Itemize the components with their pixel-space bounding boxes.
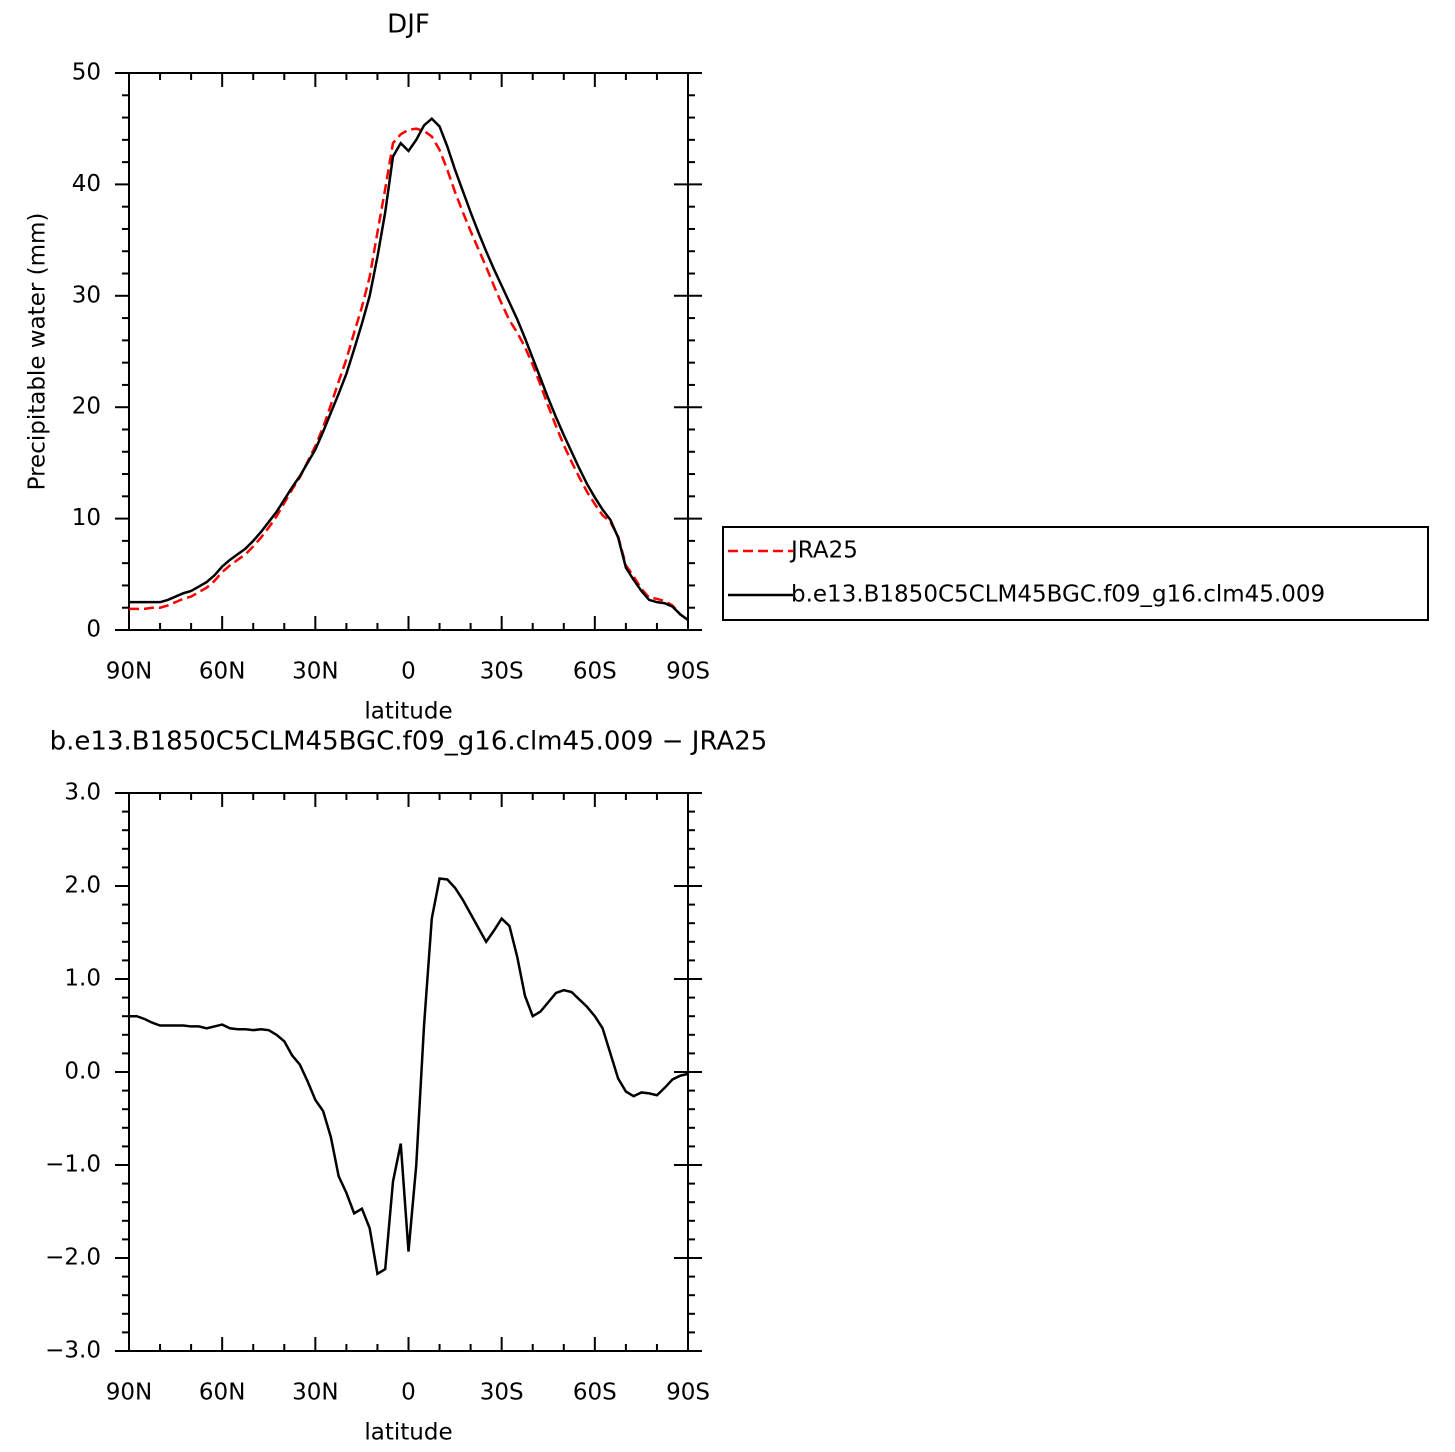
x-axis-label: latitude xyxy=(364,1420,452,1446)
x-tick-label: 90S xyxy=(666,1380,710,1406)
y-tick-label: 0 xyxy=(86,617,101,643)
y-tick-label: 40 xyxy=(72,171,101,197)
legend-label: b.e13.B1850C5CLM45BGC.f09_g16.clm45.009 xyxy=(791,582,1325,608)
x-axis-label: latitude xyxy=(364,699,452,725)
x-tick-label: 0 xyxy=(401,1380,416,1406)
data-line xyxy=(129,116,689,621)
y-tick-label: 30 xyxy=(72,282,101,308)
y-tick-label: 3.0 xyxy=(64,780,101,806)
x-tick-label: 30N xyxy=(292,659,338,685)
plot-frame xyxy=(128,792,689,1352)
data-line xyxy=(129,127,689,621)
x-tick-label: 90N xyxy=(106,659,152,685)
x-tick-label: 30S xyxy=(480,1380,524,1406)
x-tick-label: 0 xyxy=(401,659,416,685)
x-tick-label: 60N xyxy=(199,659,245,685)
x-tick-label: 30S xyxy=(480,659,524,685)
y-tick-label: 10 xyxy=(72,505,101,531)
x-tick-label: 60N xyxy=(199,1380,245,1406)
x-tick-label: 30N xyxy=(292,1380,338,1406)
y-tick-label: 1.0 xyxy=(64,966,101,992)
plot-frame xyxy=(128,72,689,631)
chart-title: b.e13.B1850C5CLM45BGC.f09_g16.clm45.009 … xyxy=(50,727,768,757)
y-tick-label: 20 xyxy=(72,394,101,420)
y-tick-label: 0.0 xyxy=(64,1059,101,1085)
x-tick-label: 90N xyxy=(106,1380,152,1406)
y-tick-label: −3.0 xyxy=(45,1338,101,1364)
data-line xyxy=(129,877,689,1276)
y-tick-label: −2.0 xyxy=(45,1245,101,1271)
legend-label: JRA25 xyxy=(789,538,858,564)
x-tick-label: 60S xyxy=(573,1380,617,1406)
x-tick-label: 90S xyxy=(666,659,710,685)
chart-title: DJF xyxy=(387,10,430,40)
legend-box xyxy=(722,526,1429,621)
x-tick-label: 60S xyxy=(573,659,617,685)
y-tick-label: 2.0 xyxy=(64,873,101,899)
y-tick-label: 50 xyxy=(72,60,101,86)
y-axis-label: Precipitable water (mm) xyxy=(25,213,51,491)
y-tick-label: −1.0 xyxy=(45,1152,101,1178)
